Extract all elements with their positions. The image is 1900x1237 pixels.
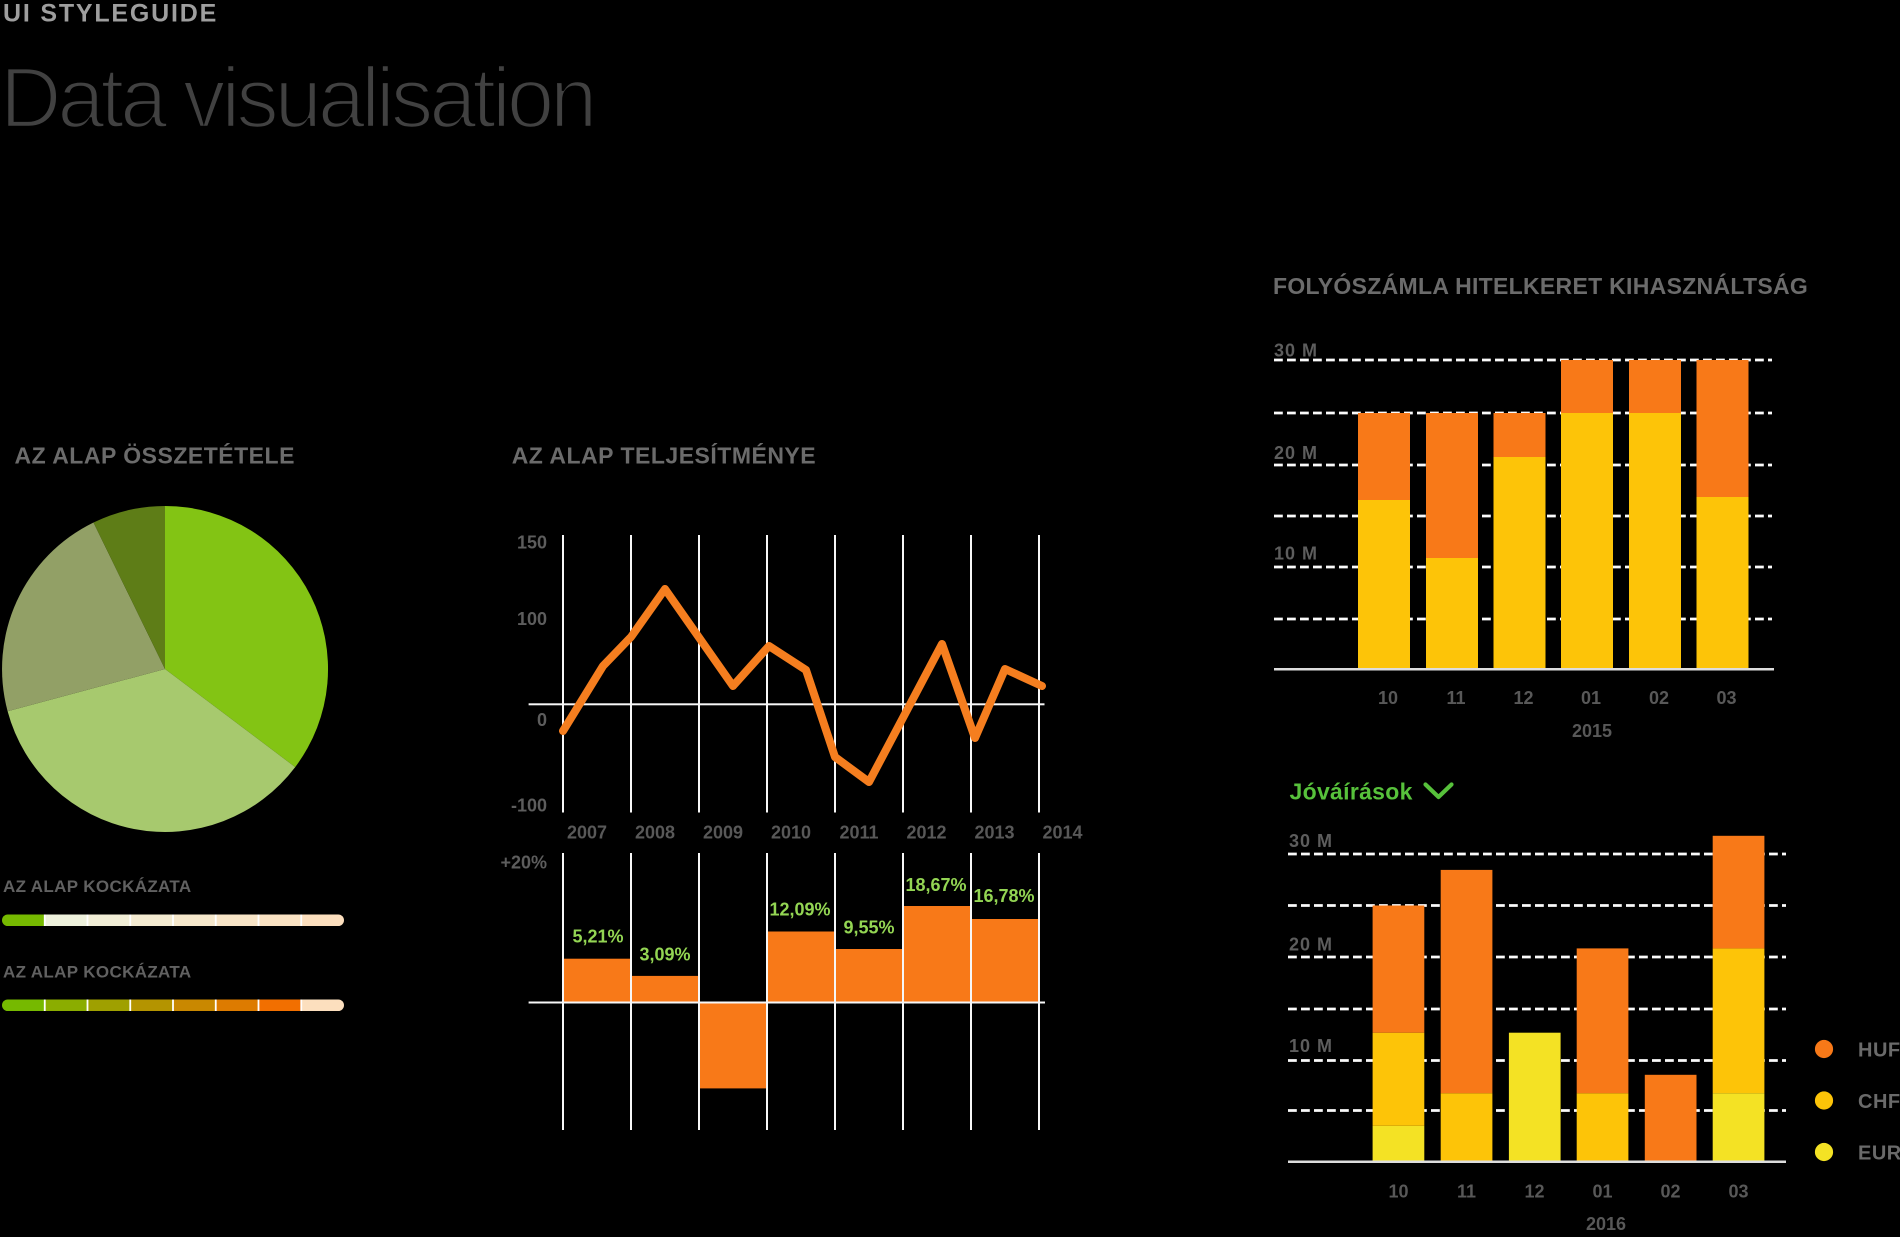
svg-text:10: 10	[1388, 1182, 1408, 1202]
svg-text:02: 02	[1649, 688, 1669, 708]
svg-text:2007: 2007	[567, 822, 607, 842]
svg-text:02: 02	[1660, 1182, 1680, 1202]
svg-text:Data visualisation: Data visualisation	[0, 51, 593, 146]
svg-text:100: 100	[517, 609, 547, 629]
svg-text:2014: 2014	[1042, 822, 1082, 842]
svg-text:30 M: 30 M	[1274, 341, 1318, 361]
svg-text:11: 11	[1446, 688, 1465, 708]
svg-text:2013: 2013	[974, 822, 1014, 842]
svg-text:UI STYLEGUIDE: UI STYLEGUIDE	[3, 0, 218, 27]
svg-text:2016: 2016	[1586, 1214, 1626, 1232]
svg-text:AZ ALAP TELJESÍTMÉNYE: AZ ALAP TELJESÍTMÉNYE	[512, 442, 816, 469]
svg-text:150: 150	[517, 533, 547, 553]
svg-text:10: 10	[1378, 688, 1398, 708]
svg-text:2009: 2009	[703, 822, 743, 842]
svg-text:30 M: 30 M	[1289, 831, 1333, 851]
svg-text:5,21%: 5,21%	[572, 927, 623, 947]
svg-text:03: 03	[1728, 1182, 1748, 1202]
svg-text:2012: 2012	[906, 822, 946, 842]
svg-text:9,55%: 9,55%	[843, 918, 894, 938]
svg-text:AZ ALAP KOCKÁZATA: AZ ALAP KOCKÁZATA	[3, 963, 192, 982]
svg-text:12,09%: 12,09%	[769, 900, 830, 920]
svg-text:03: 03	[1716, 688, 1736, 708]
svg-text:2008: 2008	[635, 822, 675, 842]
svg-text:2011: 2011	[839, 822, 878, 842]
svg-text:01: 01	[1581, 688, 1601, 708]
svg-text:20 M: 20 M	[1274, 443, 1318, 463]
svg-text:16,78%: 16,78%	[973, 886, 1034, 906]
svg-text:10 M: 10 M	[1274, 544, 1318, 564]
svg-text:-100: -100	[511, 795, 547, 815]
svg-text:AZ ALAP ÖSSZETÉTELE: AZ ALAP ÖSSZETÉTELE	[15, 442, 295, 469]
svg-text:10 M: 10 M	[1289, 1036, 1333, 1056]
svg-text:EUR: EUR	[1858, 1142, 1900, 1164]
svg-text:12: 12	[1513, 688, 1533, 708]
svg-text:01: 01	[1592, 1182, 1612, 1202]
svg-text:20 M: 20 M	[1289, 934, 1333, 954]
svg-text:0: 0	[537, 710, 547, 730]
svg-text:HUF: HUF	[1858, 1039, 1900, 1061]
svg-text:+20%: +20%	[500, 853, 547, 873]
svg-text:CHF: CHF	[1858, 1091, 1900, 1113]
svg-text:18,67%: 18,67%	[905, 875, 966, 895]
svg-text:2015: 2015	[1572, 721, 1612, 741]
svg-text:FOLYÓSZÁMLA HITELKERET KIHASZN: FOLYÓSZÁMLA HITELKERET KIHASZNÁLTSÁG	[1273, 272, 1808, 299]
svg-text:2010: 2010	[771, 822, 811, 842]
svg-text:Jóváírások: Jóváírások	[1290, 779, 1413, 805]
svg-text:11: 11	[1457, 1182, 1476, 1202]
svg-text:12: 12	[1524, 1182, 1544, 1202]
svg-text:AZ ALAP KOCKÁZATA: AZ ALAP KOCKÁZATA	[3, 877, 192, 896]
svg-text:3,09%: 3,09%	[639, 945, 690, 965]
